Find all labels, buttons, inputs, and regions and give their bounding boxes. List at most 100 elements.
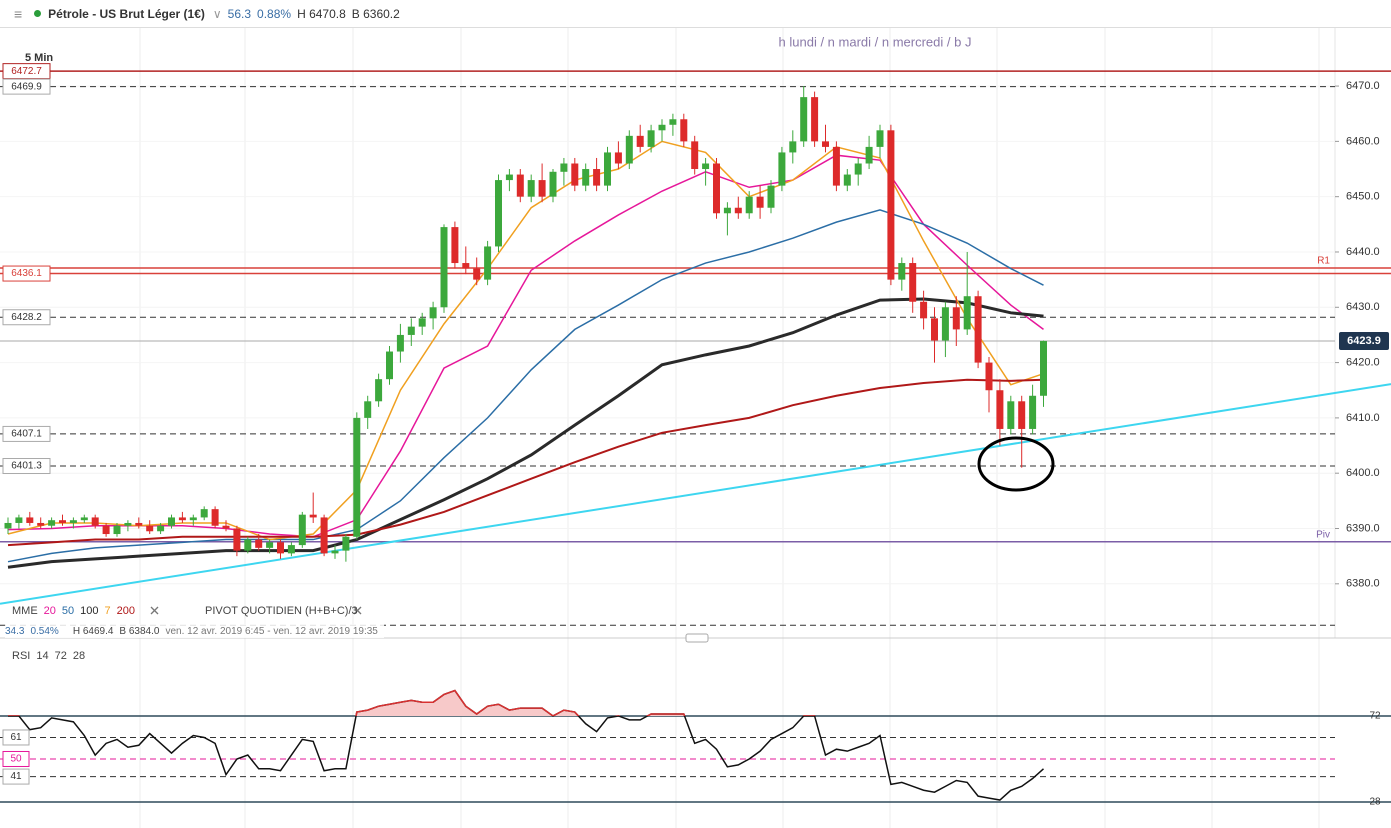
rsi-line (8, 689, 1045, 801)
y-tick-label: 6430.0 (1346, 301, 1380, 313)
candle-body (396, 334, 404, 352)
candle-body (582, 169, 590, 186)
resize-handle[interactable] (685, 633, 709, 643)
change: 56.3 (227, 6, 252, 21)
candle-body (745, 196, 753, 214)
candle-body (69, 520, 77, 523)
candle-body (429, 307, 437, 319)
level-label: 6428.2 (11, 312, 42, 323)
high: H 6470.8 (297, 6, 346, 21)
candle-body (364, 401, 372, 418)
annotation-circle (977, 436, 1055, 492)
candle-body (527, 180, 535, 197)
candle-body (277, 542, 284, 554)
candle-body (985, 362, 993, 391)
legend-entry: 50 (61, 605, 75, 617)
candle-body (157, 525, 165, 532)
legend-entry: 20 (43, 605, 56, 617)
chevron[interactable]: ∨ (212, 6, 222, 21)
moving-average (7, 154, 1044, 538)
candle-body (255, 539, 263, 548)
candle-body (178, 517, 186, 521)
moving-average (7, 297, 1044, 569)
candle-body (331, 550, 339, 554)
legend-items: 20 50 100 7 200 (44, 605, 141, 617)
level-label-box (2, 729, 30, 746)
info-pct: 0.54% (30, 625, 59, 637)
subtitle: h lundi / n mardi / n mercredi / b J (779, 34, 972, 49)
header: ≡ Pétrole - US Brut Léger (1€) ∨ 56.3 0.… (0, 0, 1391, 28)
candle-body (309, 514, 317, 518)
candle-body (342, 536, 350, 551)
candle-body (931, 318, 938, 341)
candle-body (124, 522, 132, 526)
candle-body (495, 180, 502, 247)
trendline (0, 383, 1391, 605)
legend-title: MME (12, 605, 38, 617)
candle-body (974, 296, 982, 363)
candle-body (811, 97, 819, 142)
candle-body (898, 263, 906, 280)
info-low: B 6384.0 (119, 625, 160, 637)
level-label: 6436.1 (11, 268, 42, 279)
info-row: 34.3 0.54% H 6469.4 B 6384.0 ven. 12 avr… (5, 624, 384, 638)
level-label: 6469.9 (11, 81, 42, 92)
candle-body (211, 509, 219, 526)
candle-body (266, 542, 274, 548)
candle-body (200, 509, 208, 518)
candle-body (407, 326, 415, 335)
candle-body (484, 246, 492, 280)
level-label: 6407.1 (11, 429, 42, 440)
level-label: 6401.3 (11, 461, 42, 472)
candle-body (462, 263, 470, 269)
menu-icon[interactable]: ≡ (14, 5, 23, 22)
candle-body (647, 130, 655, 147)
candle-body (320, 517, 328, 554)
y-tick-label: 6440.0 (1346, 246, 1380, 258)
rsi-line-overbought (8, 689, 816, 716)
candle-body (1018, 401, 1026, 429)
candle-body (48, 520, 56, 526)
candle-body (418, 318, 426, 327)
candle-body (560, 163, 568, 172)
candle-body (440, 227, 448, 308)
candle-body (854, 163, 862, 175)
candle-body (909, 263, 917, 302)
rsi-param: 28 (72, 650, 86, 662)
rsi-param: 14 (36, 650, 49, 662)
level-label: 61 (10, 732, 22, 743)
timeframe: 5 Min (25, 52, 53, 64)
close-icon[interactable] (150, 606, 159, 615)
candle-body (941, 307, 949, 341)
level-label-box (2, 750, 30, 767)
candle-body (505, 174, 513, 181)
legend-entry: 100 (80, 605, 99, 617)
candle-body (669, 119, 677, 125)
candle-body (146, 525, 154, 532)
candle-body (713, 163, 720, 214)
candle-body (1007, 401, 1015, 429)
candle-body (91, 517, 99, 526)
rsi-legend: RSI 14 72 28 (12, 648, 91, 664)
y-tick-label: 6470.0 (1346, 80, 1380, 92)
candle-body (80, 517, 88, 521)
y-tick-label: 6420.0 (1346, 356, 1380, 368)
level-label-box (2, 768, 30, 785)
candle-body (800, 97, 808, 142)
y-tick-label: 6400.0 (1346, 467, 1380, 479)
level-label-box (2, 78, 51, 95)
close-icon[interactable] (353, 606, 362, 615)
level-label: 50 (10, 754, 22, 765)
moving-average (7, 378, 1044, 547)
candle-body (26, 517, 34, 523)
change-pct: 0.88% (257, 6, 292, 21)
candle-body (756, 196, 764, 208)
candle-body (15, 517, 23, 523)
y-tick-label: 6410.0 (1346, 412, 1380, 424)
level-label: 6472.7 (11, 66, 42, 77)
candle-body (876, 130, 884, 147)
info-range: ven. 12 avr. 2019 6:45 - ven. 12 avr. 20… (165, 625, 378, 637)
candle-body (287, 545, 295, 554)
candle-body (822, 141, 829, 147)
